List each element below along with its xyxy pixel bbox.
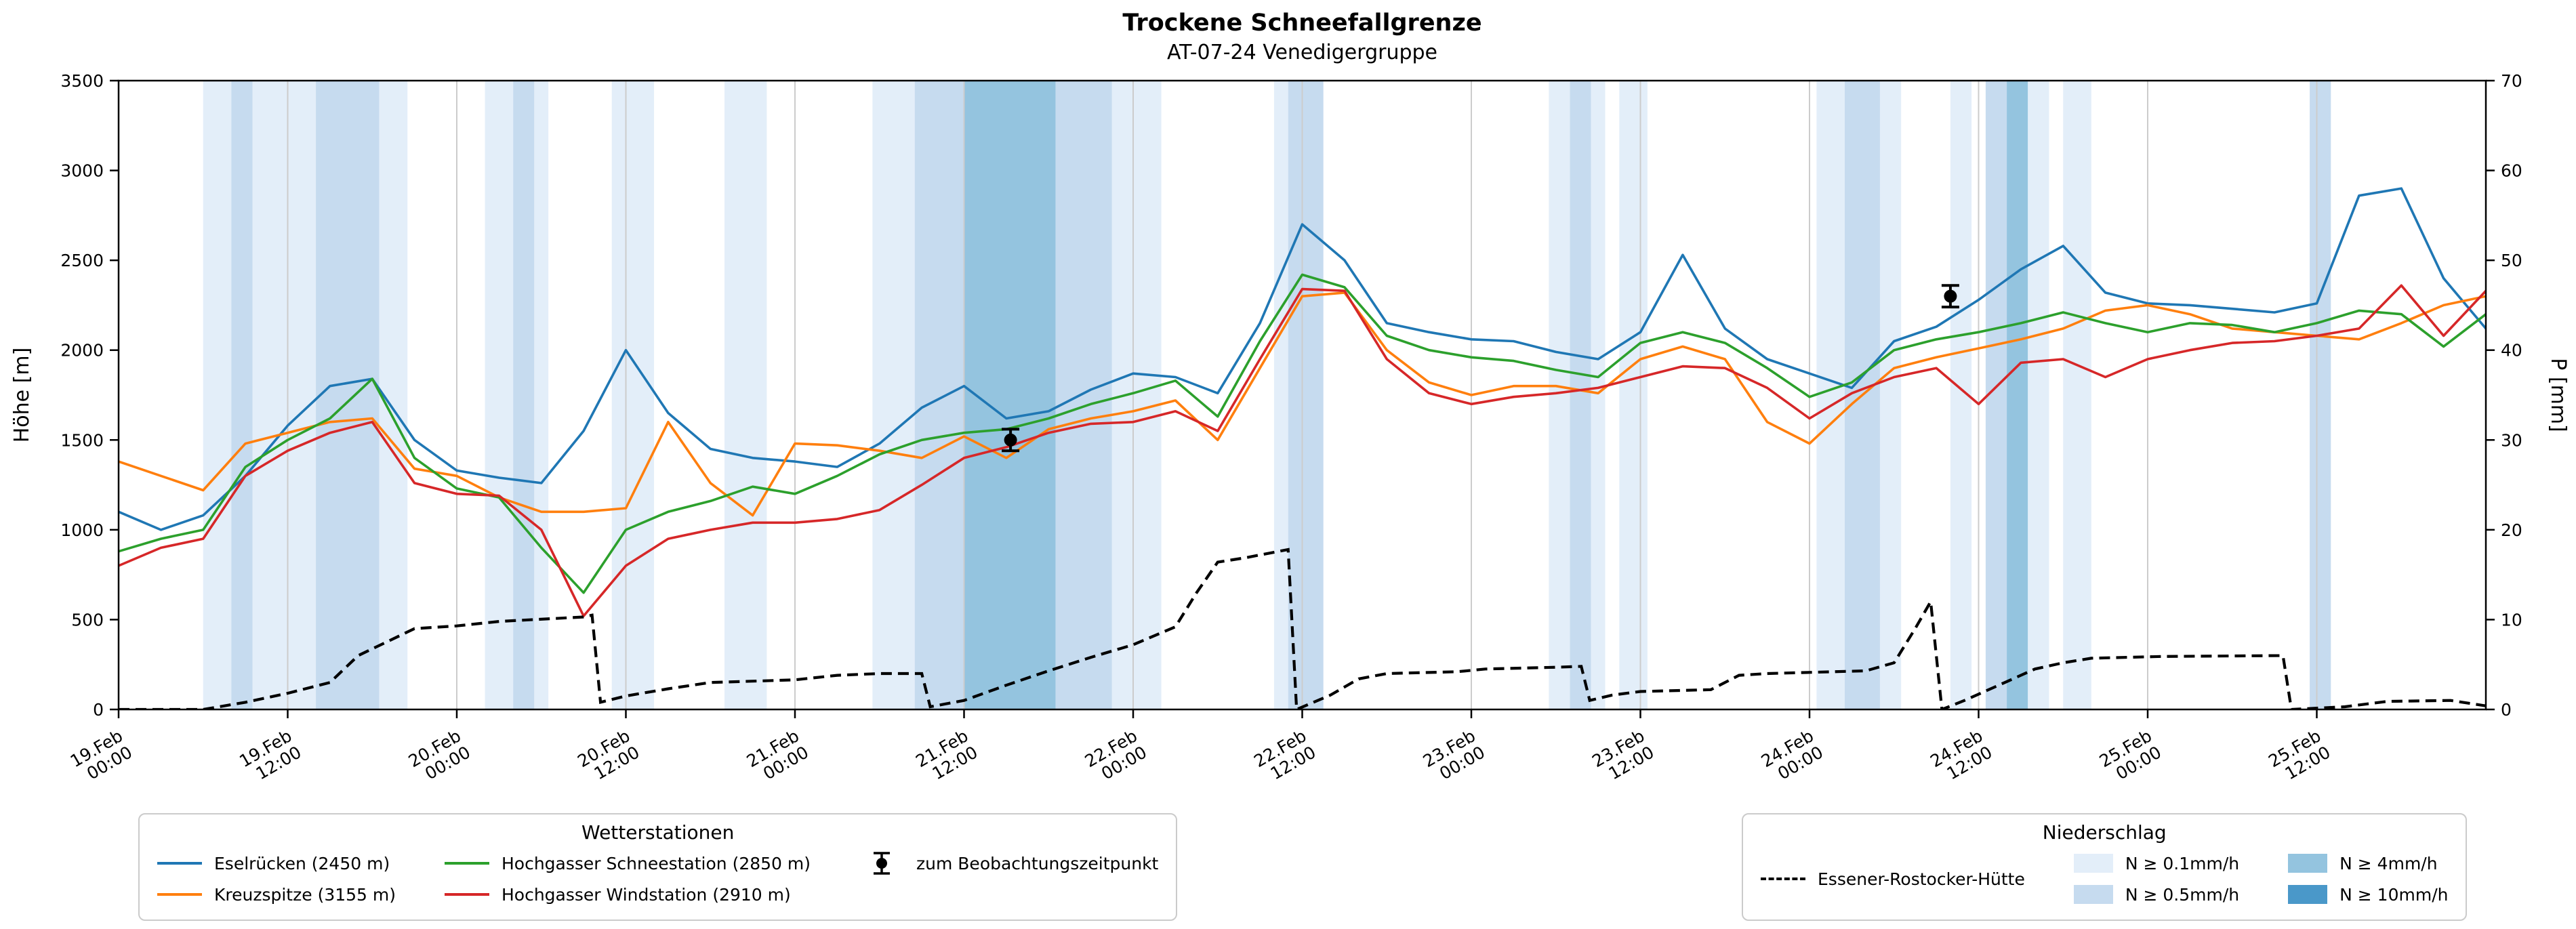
legend-stations-title: Wetterstationen — [581, 821, 735, 844]
svg-text:1500: 1500 — [60, 430, 104, 450]
svg-text:20.Feb12:00: 20.Feb12:00 — [574, 726, 642, 787]
legend-item-essener-rostocker-huette: Essener-Rostocker-Hütte — [1761, 869, 2025, 889]
legend-niederschlag: Niederschlag Essener-Rostocker-Hütte N ≥… — [1742, 813, 2468, 921]
y-right-axis-title: P [mm] — [2546, 358, 2570, 432]
legend-item-n-10: N ≥ 10mm/h — [2288, 885, 2448, 905]
svg-text:23.Feb00:00: 23.Feb00:00 — [1420, 726, 1488, 787]
legend-item-kreuzspitze: Kreuzspitze (3155 m) — [157, 885, 396, 905]
chart-subtitle: AT-07-24 Venedigergruppe — [1166, 41, 1438, 64]
eselruecken-label: Eselrücken (2450 m) — [214, 853, 390, 873]
precip-bands — [203, 81, 2331, 709]
hochgasser-schneestation-label: Hochgasser Schneestation (2850 m) — [502, 853, 811, 873]
svg-text:2000: 2000 — [60, 341, 104, 360]
precip-level-4-label: N ≥ 4mm/h — [2339, 853, 2438, 873]
y-left-axis-title: Höhe [m] — [10, 348, 34, 443]
legend-stations-grid: Eselrücken (2450 m) Kreuzspitze (3155 m)… — [157, 848, 1158, 910]
svg-text:0: 0 — [93, 700, 104, 720]
svg-text:22.Feb12:00: 22.Feb12:00 — [1250, 726, 1319, 787]
legend-wetterstationen: Wetterstationen Eselrücken (2450 m) Kreu… — [138, 813, 1178, 921]
svg-text:23.Feb12:00: 23.Feb12:00 — [1589, 726, 1657, 787]
svg-text:21.Feb00:00: 21.Feb00:00 — [743, 726, 812, 787]
kreuzspitze-label: Kreuzspitze (3155 m) — [214, 884, 396, 905]
svg-text:500: 500 — [71, 610, 104, 629]
precip-level-0-5-label: N ≥ 0.5mm/h — [2125, 884, 2240, 905]
y-axis-left: 0 500 1000 1500 2000 2500 3000 3500 — [60, 71, 119, 720]
series-line-0 — [119, 187, 2486, 531]
series-line-1 — [119, 291, 2486, 517]
beobachtungszeitpunkt-label: zum Beobachtungszeitpunkt — [916, 853, 1159, 873]
svg-text:50: 50 — [2501, 251, 2522, 270]
hochgasser-windstation-line-sample-icon — [445, 893, 489, 896]
svg-text:25.Feb00:00: 25.Feb00:00 — [2096, 726, 2165, 787]
svg-text:70: 70 — [2501, 71, 2522, 91]
precip-level-10-swatch-icon — [2288, 885, 2328, 904]
series-line-2 — [119, 273, 2486, 594]
svg-text:20.Feb00:00: 20.Feb00:00 — [405, 726, 474, 787]
dashed-line-sample-icon — [1761, 878, 1805, 880]
precip-level-4-swatch-icon — [2288, 854, 2328, 873]
hochgasser-schneestation-line-sample-icon — [445, 862, 489, 865]
svg-text:60: 60 — [2501, 161, 2522, 181]
y-axis-right: 0 10 20 30 40 50 60 70 — [2486, 71, 2522, 720]
svg-text:2500: 2500 — [60, 251, 104, 270]
svg-text:21.Feb12:00: 21.Feb12:00 — [912, 726, 981, 787]
svg-text:3500: 3500 — [60, 71, 104, 91]
observation-marker-icon — [874, 852, 891, 875]
legend-item-n-0-5: N ≥ 0.5mm/h — [2073, 884, 2240, 905]
essener-rostocker-huette-label: Essener-Rostocker-Hütte — [1818, 869, 2025, 889]
legend-item-beobachtungszeitpunkt: zum Beobachtungszeitpunkt — [859, 849, 1158, 878]
svg-text:3000: 3000 — [60, 161, 104, 181]
svg-text:25.Feb12:00: 25.Feb12:00 — [2265, 726, 2333, 787]
svg-text:22.Feb00:00: 22.Feb00:00 — [1082, 726, 1150, 787]
precip-cumulative-line — [119, 548, 2486, 709]
hochgasser-windstation-label: Hochgasser Windstation (2910 m) — [502, 884, 791, 905]
chart-title: Trockene Schneefallgrenze — [1122, 9, 1482, 37]
precip-level-10-label: N ≥ 10mm/h — [2339, 884, 2449, 905]
svg-text:24.Feb12:00: 24.Feb12:00 — [1927, 726, 1995, 787]
svg-text:1000: 1000 — [60, 520, 104, 540]
legend-item-n-0-1: N ≥ 0.1mm/h — [2073, 853, 2240, 873]
svg-text:24.Feb00:00: 24.Feb00:00 — [1758, 726, 1826, 787]
precip-level-0-5-swatch-icon — [2073, 885, 2113, 904]
svg-text:0: 0 — [2501, 700, 2512, 720]
observation-markers — [1002, 284, 1959, 453]
eselruecken-line-sample-icon — [157, 862, 202, 865]
svg-text:19.Feb00:00: 19.Feb00:00 — [67, 726, 136, 787]
legend-item-hochgasser-schneestation: Hochgasser Schneestation (2850 m) — [445, 854, 811, 873]
series-line-3 — [119, 284, 2486, 617]
svg-text:19.Feb12:00: 19.Feb12:00 — [236, 726, 304, 787]
x-axis-ticks: 19.Feb00:00 19.Feb12:00 20.Feb00:00 20.Feb1… — [67, 709, 2334, 787]
legend-precip-title: Niederschlag — [2042, 821, 2167, 844]
legend-item-hochgasser-windstation: Hochgasser Windstation (2910 m) — [445, 885, 811, 905]
legend-item-eselruecken: Eselrücken (2450 m) — [157, 854, 396, 873]
legend-precip-grid: Essener-Rostocker-Hütte N ≥ 0.1mm/h N ≥ … — [1761, 848, 2448, 910]
kreuzspitze-line-sample-icon — [157, 893, 202, 896]
precip-level-0-1-swatch-icon — [2073, 854, 2113, 873]
svg-text:10: 10 — [2501, 610, 2522, 629]
svg-text:30: 30 — [2501, 430, 2522, 450]
svg-text:20: 20 — [2501, 520, 2522, 540]
station-series-lines — [119, 187, 2486, 617]
legend-item-n-4: N ≥ 4mm/h — [2288, 854, 2448, 873]
svg-text:40: 40 — [2501, 341, 2522, 360]
precip-level-0-1-label: N ≥ 0.1mm/h — [2125, 853, 2240, 873]
